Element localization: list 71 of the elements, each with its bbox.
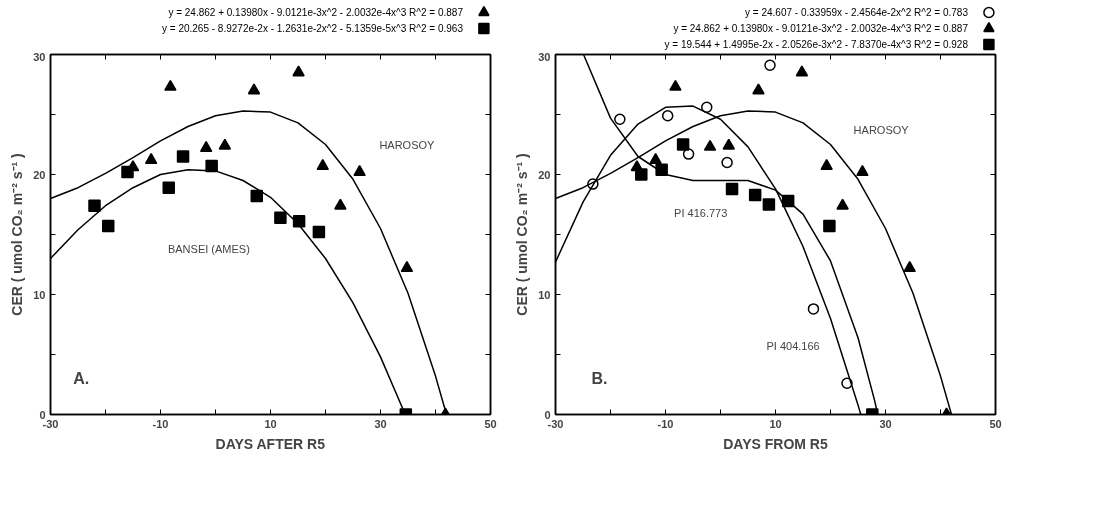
- point: [823, 219, 836, 233]
- point: [176, 150, 190, 163]
- point: [820, 159, 833, 171]
- x-tick-label: 10: [769, 417, 782, 430]
- point: [400, 261, 414, 273]
- annotation: PI 404.166: [766, 340, 820, 353]
- point: [614, 113, 626, 126]
- point: [856, 165, 869, 177]
- annotation: A.: [73, 370, 90, 387]
- x-axis-title: DAYS FROM R5: [723, 435, 828, 452]
- point: [795, 65, 809, 77]
- y-axis-title: CER ( umol CO₂ m⁻² s⁻¹ ): [9, 153, 26, 316]
- x-axis-title: DAYS AFTER R5: [215, 435, 326, 452]
- point: [353, 165, 366, 177]
- point: [102, 219, 115, 233]
- point: [316, 159, 329, 171]
- point: [764, 59, 776, 72]
- point: [752, 83, 765, 95]
- legend-label: y = 24.862 + 0.13980x - 9.0121e-3x^2 - 2.0032e-4x^3 R^2 = 0.887: [168, 7, 464, 18]
- y-axis-title: CER ( umol CO₂ m⁻² s⁻¹ ): [514, 153, 531, 316]
- point: [162, 181, 175, 194]
- point: [701, 101, 713, 114]
- point: [676, 138, 690, 151]
- x-tick-label: 30: [879, 417, 892, 430]
- point: [661, 109, 674, 122]
- point: [144, 153, 158, 165]
- annotation: B.: [591, 370, 608, 387]
- point: [218, 138, 232, 150]
- point: [121, 165, 134, 179]
- point: [247, 83, 261, 95]
- point: [655, 163, 668, 176]
- point: [669, 79, 682, 91]
- x-tick-label: 10: [264, 417, 277, 430]
- point: [635, 168, 648, 181]
- x-tick-label: 30: [374, 417, 387, 430]
- annotation: BANSEI (AMES): [167, 242, 250, 255]
- legend-label: y = 20.265 - 8.9272e-2x - 1.2631e-2x^2 - 5.1359e-5x^3 R^2 = 0.963: [162, 23, 464, 34]
- legend-label: y = 24.862 + 0.13980x - 9.0121e-3x^2 - 2.0032e-4x^3 R^2 = 0.887: [673, 23, 969, 34]
- y-tick-label: 30: [33, 50, 46, 63]
- point: [748, 188, 762, 202]
- legend-label: y = 19.544 + 1.4995e-2x - 2.0526e-3x^2 - 7.8370e-4x^3 R^2 = 0.928: [664, 39, 969, 50]
- point: [88, 199, 101, 212]
- annotation: HAROSOY: [853, 124, 910, 137]
- point: [274, 211, 287, 224]
- y-tick-label: 20: [33, 168, 46, 181]
- legend-label: y = 24.607 - 0.33959x - 2.4564e-2x^2 R^2 = 0.783: [745, 7, 969, 18]
- point: [762, 198, 776, 211]
- y-tick-label: 20: [538, 168, 551, 181]
- x-tick-label: -10: [657, 417, 674, 430]
- annotation: PI 416.773: [674, 206, 728, 219]
- x-tick-label: 50: [989, 417, 1002, 430]
- point: [836, 198, 849, 210]
- y-tick-label: 30: [538, 50, 551, 63]
- x-tick-label: -10: [152, 417, 169, 430]
- y-tick-label: 10: [538, 288, 551, 301]
- point: [312, 225, 326, 239]
- point: [199, 141, 213, 153]
- point: [903, 261, 916, 273]
- point: [164, 79, 177, 91]
- point: [725, 182, 739, 196]
- point: [649, 153, 662, 165]
- y-tick-label: 10: [33, 288, 46, 301]
- point: [807, 303, 820, 315]
- x-tick-label: 50: [484, 417, 497, 430]
- point: [703, 139, 717, 151]
- point: [205, 159, 218, 173]
- point: [292, 65, 305, 77]
- point: [722, 138, 735, 150]
- annotation: HAROSOY: [379, 138, 436, 151]
- point: [721, 156, 733, 169]
- point: [334, 198, 347, 210]
